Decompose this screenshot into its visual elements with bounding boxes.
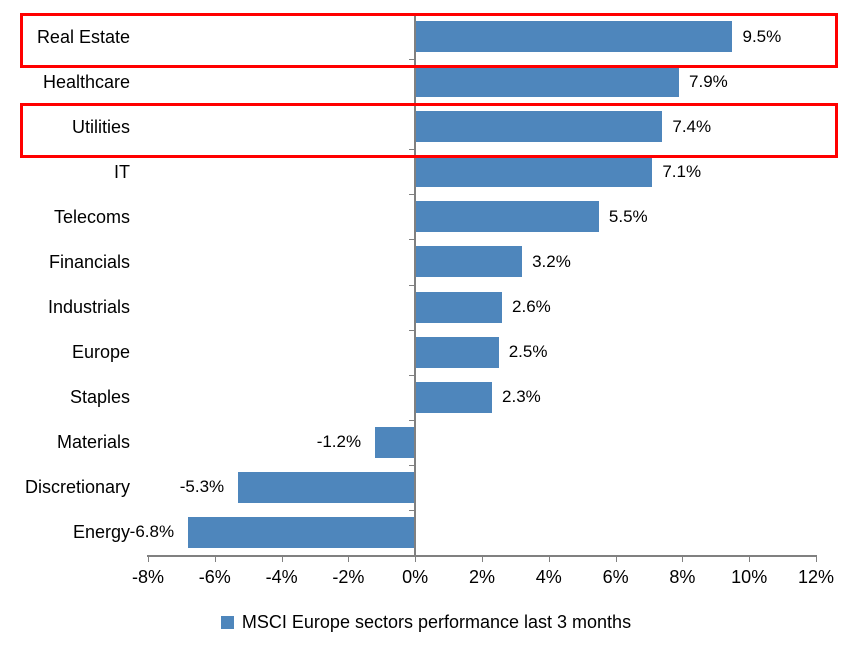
category-axis-tick <box>409 194 416 195</box>
x-axis-tick <box>415 555 416 562</box>
category-label: Telecoms <box>53 206 130 227</box>
highlight-box-real-estate <box>20 12 838 68</box>
x-axis-tick-label: 8% <box>669 567 696 587</box>
x-axis-tick-label: -8% <box>131 567 164 587</box>
category-axis-line <box>414 14 417 555</box>
x-axis-tick-label: 0% <box>402 567 429 587</box>
bar <box>416 246 523 278</box>
category-axis-tick <box>409 420 416 421</box>
x-axis-tick <box>549 555 550 562</box>
x-axis-tick-label: 4% <box>535 567 562 587</box>
category-axis-tick <box>409 59 416 60</box>
x-axis-tick-label: -6% <box>198 567 231 587</box>
category-label: Utilities <box>71 116 130 137</box>
x-axis-tick-label: -2% <box>332 567 365 587</box>
x-axis-tick-label: 12% <box>797 567 835 587</box>
bar <box>375 426 415 458</box>
bar <box>416 336 499 368</box>
value-label: 2.3% <box>502 387 541 407</box>
x-axis-tick <box>282 555 283 562</box>
category-axis-tick <box>409 239 416 240</box>
x-axis-tick <box>482 555 483 562</box>
value-label: 2.6% <box>512 297 551 317</box>
value-label: 7.1% <box>662 161 702 181</box>
x-axis-tick <box>148 555 149 562</box>
bar <box>188 516 415 548</box>
value-label: 7.9% <box>689 71 728 91</box>
x-axis-tick <box>616 555 617 562</box>
category-axis-tick <box>409 330 416 331</box>
legend-swatch-icon <box>220 615 234 629</box>
category-label: Financials <box>48 251 130 272</box>
x-axis-tick-label: 2% <box>468 567 495 587</box>
legend: MSCI Europe sectors performance last 3 m… <box>0 610 852 634</box>
category-label: Healthcare <box>42 71 130 92</box>
bar <box>238 471 415 503</box>
x-axis-tick <box>816 555 817 562</box>
legend-label: MSCI Europe sectors performance last 3 m… <box>241 612 632 632</box>
value-label: -5.3% <box>179 477 225 497</box>
bar <box>416 201 599 233</box>
x-axis-tick-label: 10% <box>731 567 768 587</box>
bar <box>416 381 492 413</box>
category-axis-tick <box>409 375 416 376</box>
category-axis-tick <box>409 465 416 466</box>
category-label: Discretionary <box>24 477 130 498</box>
value-label: -6.8% <box>129 522 175 542</box>
value-label: 2.5% <box>508 342 548 362</box>
category-label: Staples <box>69 387 130 408</box>
category-axis-tick <box>409 149 416 150</box>
bar <box>416 21 733 53</box>
value-label: 5.5% <box>608 206 648 226</box>
bar <box>416 291 503 323</box>
category-label: Materials <box>56 432 130 453</box>
bar <box>416 66 680 98</box>
value-label: 9.5% <box>742 26 782 46</box>
x-axis-tick <box>682 555 683 562</box>
x-axis-tick <box>749 555 750 562</box>
category-label: IT <box>114 161 130 182</box>
x-axis-tick <box>348 555 349 562</box>
highlight-box-utilities <box>20 102 838 158</box>
category-axis-tick <box>409 510 416 511</box>
x-axis-tick <box>215 555 216 562</box>
x-axis-tick-label: 6% <box>602 567 629 587</box>
category-label: Europe <box>71 342 130 363</box>
category-label: Real Estate <box>36 26 130 47</box>
value-label: 7.4% <box>672 116 712 136</box>
x-axis-tick-label: -4% <box>265 567 298 587</box>
category-label: Energy <box>72 522 130 543</box>
bar <box>416 156 653 188</box>
category-axis-tick <box>409 285 416 286</box>
value-label: 3.2% <box>532 251 571 271</box>
bar <box>416 111 663 143</box>
category-label: Industrials <box>47 297 130 318</box>
value-label: -1.2% <box>316 432 362 452</box>
